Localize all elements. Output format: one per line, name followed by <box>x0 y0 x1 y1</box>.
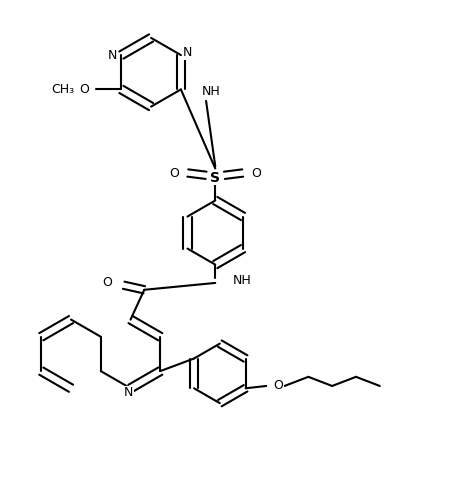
Text: NH: NH <box>202 85 220 98</box>
Text: N: N <box>124 386 133 399</box>
Text: O: O <box>79 83 89 96</box>
Text: O: O <box>102 276 112 289</box>
Text: CH₃: CH₃ <box>51 83 74 96</box>
Text: N: N <box>183 46 192 59</box>
Text: O: O <box>169 166 179 180</box>
Text: N: N <box>108 49 117 61</box>
Text: S: S <box>210 171 220 184</box>
Text: O: O <box>273 380 283 392</box>
Text: O: O <box>251 166 262 180</box>
Text: NH: NH <box>233 274 251 287</box>
